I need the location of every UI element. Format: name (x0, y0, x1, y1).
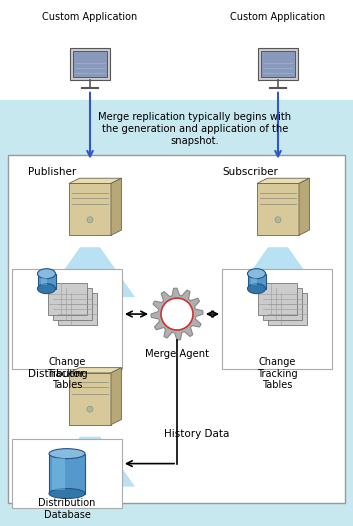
Ellipse shape (247, 284, 265, 294)
FancyBboxPatch shape (52, 458, 65, 490)
Text: Merge Agent: Merge Agent (145, 349, 209, 359)
Polygon shape (111, 178, 121, 235)
FancyBboxPatch shape (222, 269, 332, 369)
FancyBboxPatch shape (41, 278, 47, 285)
Text: snapshot.: snapshot. (170, 136, 219, 146)
Text: Merge replication typically begins with: Merge replication typically begins with (98, 112, 292, 122)
Ellipse shape (49, 449, 85, 459)
Circle shape (87, 217, 93, 222)
Polygon shape (111, 368, 121, 424)
FancyBboxPatch shape (37, 274, 55, 289)
FancyBboxPatch shape (8, 155, 345, 503)
FancyBboxPatch shape (263, 288, 301, 320)
Polygon shape (69, 184, 111, 235)
Text: Change
Tracking
Tables: Change Tracking Tables (47, 357, 87, 390)
Text: Publisher: Publisher (28, 167, 76, 177)
FancyBboxPatch shape (268, 293, 306, 325)
FancyBboxPatch shape (257, 283, 297, 315)
FancyBboxPatch shape (0, 0, 353, 100)
Ellipse shape (37, 284, 55, 294)
FancyBboxPatch shape (258, 48, 298, 80)
Polygon shape (233, 247, 323, 297)
Text: Distributor: Distributor (28, 369, 84, 379)
FancyBboxPatch shape (49, 453, 85, 493)
Text: the generation and application of the: the generation and application of the (102, 124, 288, 134)
Circle shape (275, 217, 281, 222)
FancyBboxPatch shape (251, 278, 257, 285)
Polygon shape (151, 288, 203, 340)
Polygon shape (69, 178, 121, 184)
Polygon shape (69, 368, 121, 373)
FancyBboxPatch shape (58, 293, 96, 325)
Polygon shape (299, 178, 310, 235)
Ellipse shape (49, 489, 85, 499)
Text: Custom Application: Custom Application (231, 12, 325, 22)
Ellipse shape (247, 269, 265, 279)
Text: History Data: History Data (164, 429, 230, 439)
FancyBboxPatch shape (261, 51, 295, 77)
Polygon shape (45, 247, 135, 297)
Polygon shape (257, 184, 299, 235)
FancyBboxPatch shape (48, 283, 86, 315)
Text: Custom Application: Custom Application (42, 12, 138, 22)
Text: Subscriber: Subscriber (222, 167, 278, 177)
Text: Change
Tracking
Tables: Change Tracking Tables (257, 357, 297, 390)
Polygon shape (257, 178, 310, 184)
FancyBboxPatch shape (70, 48, 110, 80)
FancyBboxPatch shape (247, 274, 265, 289)
Text: Distribution
Database: Distribution Database (38, 499, 96, 520)
FancyBboxPatch shape (12, 269, 122, 369)
FancyBboxPatch shape (73, 51, 107, 77)
Polygon shape (45, 437, 135, 487)
Ellipse shape (37, 269, 55, 279)
Circle shape (161, 298, 193, 330)
Polygon shape (69, 373, 111, 424)
Circle shape (87, 406, 93, 412)
FancyBboxPatch shape (53, 288, 91, 320)
FancyBboxPatch shape (12, 439, 122, 509)
